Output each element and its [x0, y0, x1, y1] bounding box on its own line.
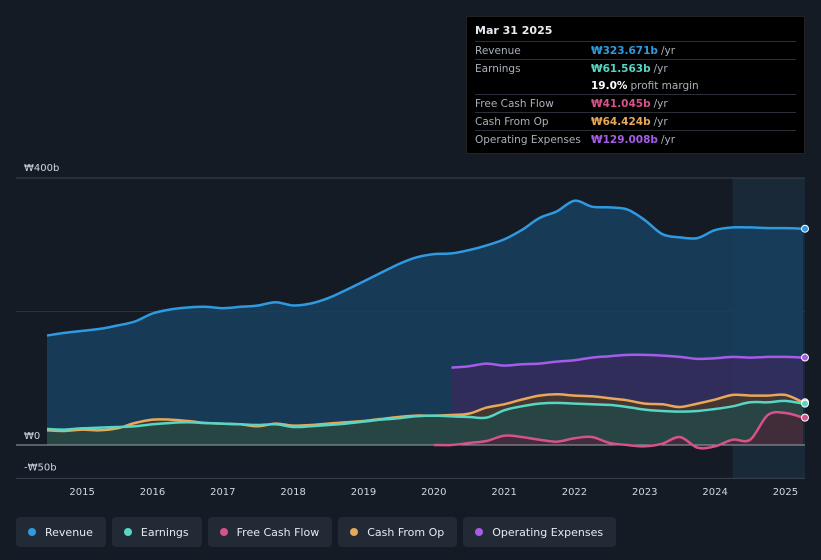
- legend-label: Operating Expenses: [492, 525, 604, 539]
- y-tick-label: ₩0: [24, 431, 40, 442]
- legend-item-operating-expenses[interactable]: Operating Expenses: [463, 517, 617, 547]
- tooltip-unit: /yr: [660, 133, 676, 146]
- legend-dot-icon: [219, 528, 228, 536]
- legend-label: Cash From Op: [367, 525, 445, 539]
- legend-dot-icon: [475, 528, 484, 536]
- tooltip-row-margin: 19.0% profit margin: [475, 77, 796, 94]
- x-tick-label: 2024: [702, 487, 727, 498]
- tooltip-label: Earnings: [475, 62, 521, 75]
- x-tick-label: 2022: [562, 487, 587, 498]
- line-revenue: [46, 199, 804, 337]
- x-tick-label: 2019: [351, 487, 376, 498]
- tooltip-label: Free Cash Flow: [475, 97, 554, 110]
- legend: Revenue Earnings Free Cash Flow Cash Fro…: [16, 517, 617, 547]
- y-tick-label: ₩400b: [24, 163, 59, 174]
- legend-item-earnings[interactable]: Earnings: [111, 517, 202, 547]
- x-tick-label: 2015: [69, 487, 94, 498]
- area-earnings: [47, 400, 803, 445]
- tooltip-value: ₩64.424b: [591, 115, 651, 128]
- legend-dot-icon: [123, 528, 132, 536]
- tooltip-panel: Mar 31 2025 Revenue ₩323.671b /yr Earnin…: [466, 16, 805, 154]
- tooltip-value: ₩61.563b: [591, 62, 651, 75]
- x-tick-label: 2020: [421, 487, 446, 498]
- legend-label: Revenue: [45, 525, 93, 539]
- tooltip-value: ₩41.045b: [591, 97, 651, 110]
- tooltip-label: Cash From Op: [475, 115, 549, 128]
- tooltip-row-cfo: Cash From Op ₩64.424b /yr: [475, 112, 796, 130]
- x-tick-label: 2021: [491, 487, 516, 498]
- tooltip-value: 19.0%: [591, 79, 628, 92]
- line-free-cash-flow: [433, 410, 804, 450]
- legend-dot-icon: [28, 528, 36, 536]
- tooltip-value: ₩129.008b: [591, 133, 658, 146]
- x-tick-label: 2018: [280, 487, 305, 498]
- tooltip-row-revenue: Revenue ₩323.671b /yr: [475, 41, 796, 59]
- endpoint-revenue: [801, 224, 809, 233]
- x-tick-label: 2025: [773, 487, 798, 498]
- tooltip-unit: profit margin: [630, 79, 699, 92]
- endpoint-earnings: [801, 399, 809, 408]
- tooltip-unit: /yr: [653, 62, 668, 75]
- legend-dot-icon: [350, 528, 359, 536]
- x-tick-label: 2017: [210, 487, 235, 498]
- legend-item-free-cash-flow[interactable]: Free Cash Flow: [207, 517, 333, 547]
- line-operating-expenses: [451, 353, 804, 369]
- tooltip-label: Operating Expenses: [475, 133, 581, 146]
- area-free-cash-flow: [433, 412, 803, 449]
- line-earnings: [46, 399, 804, 431]
- endpoint-operating-expenses: [801, 353, 809, 362]
- tooltip-unit: /yr: [653, 115, 668, 128]
- tooltip-row-earnings: Earnings ₩61.563b /yr: [475, 59, 796, 77]
- legend-item-revenue[interactable]: Revenue: [16, 517, 106, 547]
- endpoint-free-cash-flow: [801, 413, 809, 422]
- tooltip-unit: /yr: [660, 44, 676, 57]
- legend-label: Earnings: [140, 525, 189, 539]
- legend-label: Free Cash Flow: [236, 525, 320, 539]
- tooltip-row-opex: Operating Expenses ₩129.008b /yr: [475, 130, 796, 148]
- tooltip-date: Mar 31 2025: [475, 24, 553, 37]
- tooltip-row-fcf: Free Cash Flow ₩41.045b /yr: [475, 94, 796, 112]
- tooltip-label: Revenue: [475, 44, 521, 57]
- legend-item-cash-from-op[interactable]: Cash From Op: [338, 517, 458, 547]
- tooltip-unit: /yr: [653, 97, 668, 110]
- tooltip-value: ₩323.671b: [591, 44, 658, 57]
- x-tick-label: 2016: [140, 487, 165, 498]
- y-tick-label: -₩50b: [24, 462, 57, 473]
- chart-area: ₩400b ₩0 -₩50b 2015 2016 2017 2018 2019 2020 2…: [16, 163, 809, 498]
- x-tick-label: 2023: [632, 487, 657, 498]
